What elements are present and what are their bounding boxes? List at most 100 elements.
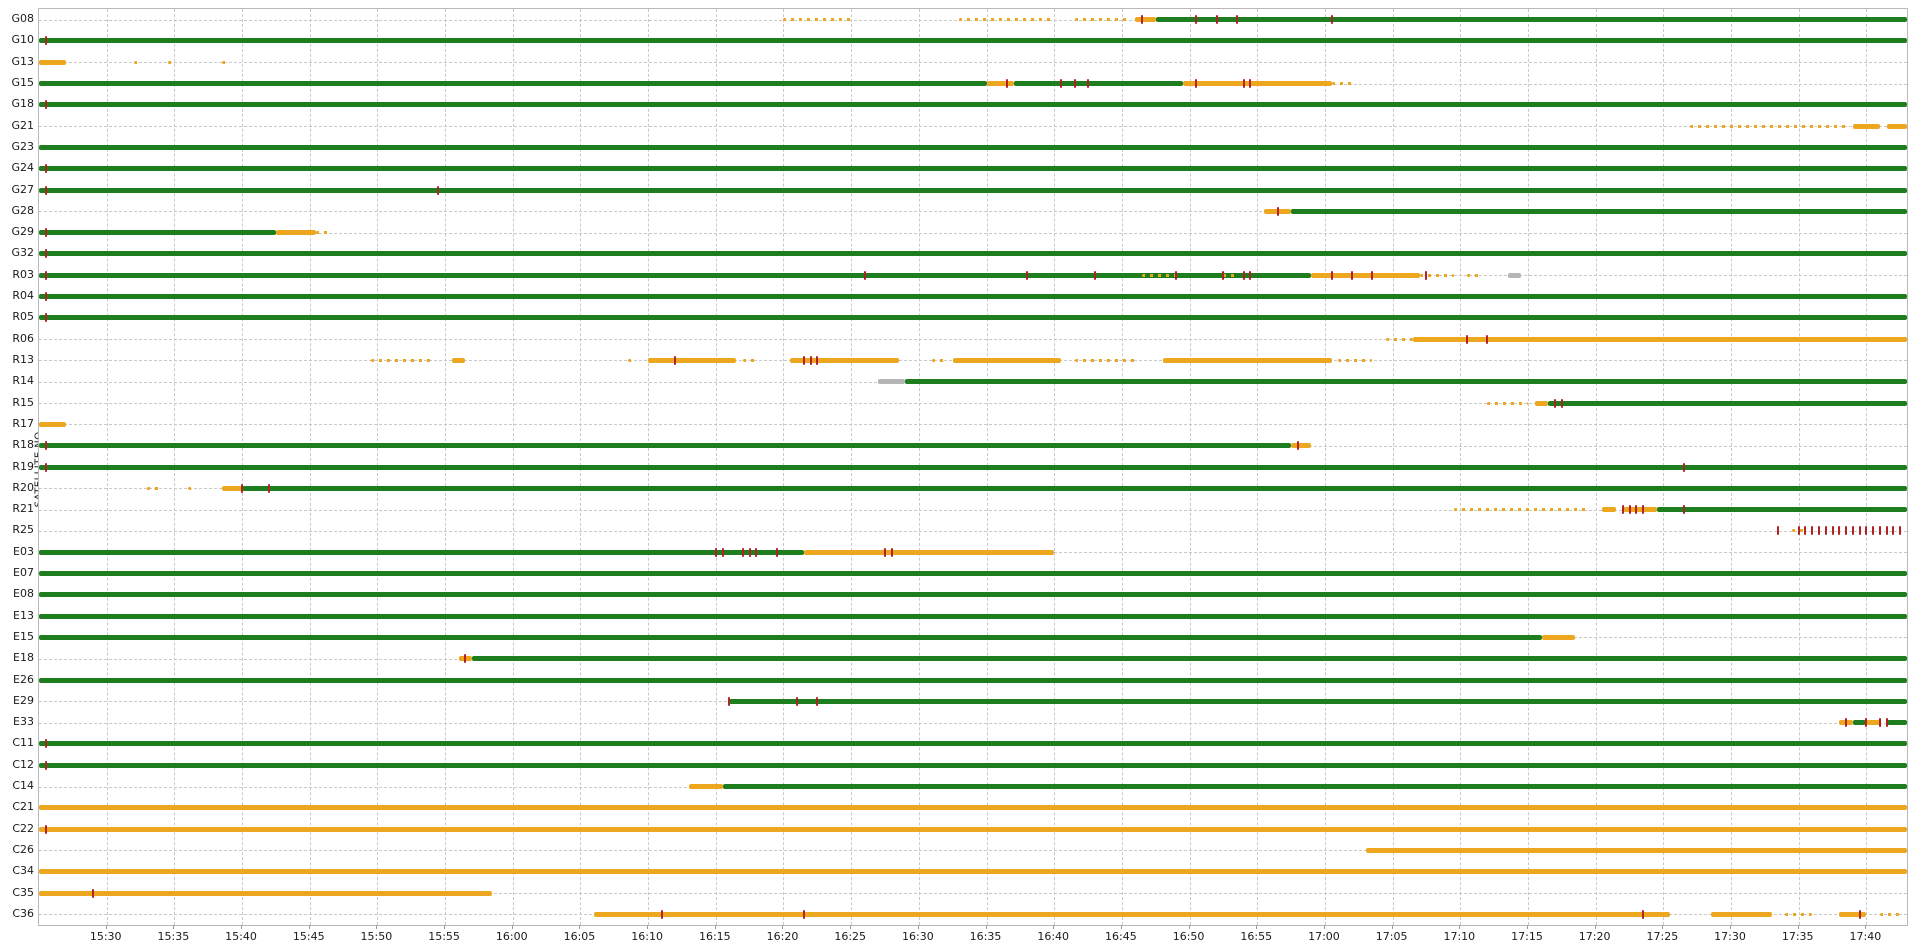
status-segment-warn — [742, 358, 757, 362]
status-segment-warn — [1331, 82, 1352, 86]
x-axis-tick — [1594, 925, 1596, 929]
row-label-E15: E15 — [13, 629, 34, 643]
event-tick — [44, 739, 47, 749]
row-gridline — [39, 850, 1907, 852]
status-segment-warn — [1412, 336, 1907, 342]
row-gridline — [39, 722, 1907, 724]
x-axis-tick — [1391, 925, 1393, 929]
event-tick — [1899, 526, 1902, 536]
event-tick — [44, 313, 47, 323]
x-axis-label: 17:35 — [1781, 930, 1814, 943]
row-label-G29: G29 — [11, 225, 34, 239]
row-label-E26: E26 — [13, 672, 34, 686]
status-segment-warn — [133, 60, 141, 64]
row-label-G24: G24 — [11, 161, 34, 175]
x-axis-label: 15:40 — [225, 930, 257, 943]
status-segment-good — [1656, 507, 1907, 513]
row-label-C34: C34 — [12, 864, 34, 878]
x-axis-label: 16:45 — [1105, 930, 1137, 943]
status-segment-good — [1013, 81, 1183, 87]
x-axis-tick — [647, 925, 649, 929]
event-tick — [1818, 526, 1820, 536]
status-segment-warn — [783, 18, 852, 22]
status-segment-warn — [187, 486, 195, 490]
x-axis-label: 17:30 — [1714, 930, 1746, 943]
status-segment-good — [39, 315, 1907, 321]
x-axis-tick — [1662, 925, 1664, 929]
event-tick — [241, 483, 244, 493]
x-axis-tick — [850, 925, 852, 929]
event-tick — [884, 547, 886, 557]
row-gridline — [39, 530, 1907, 532]
status-segment-warn — [1074, 358, 1136, 362]
status-segment-warn — [1622, 507, 1657, 513]
status-segment-good — [39, 762, 1907, 768]
event-tick — [1073, 79, 1076, 89]
status-segment-warn — [1338, 358, 1373, 362]
row-gridline — [39, 339, 1907, 341]
status-segment-good — [472, 656, 1907, 662]
event-tick — [816, 696, 819, 706]
status-segment-warn — [1852, 123, 1880, 129]
event-tick — [1560, 398, 1563, 408]
event-tick — [1635, 505, 1638, 515]
row-label-R03: R03 — [12, 267, 34, 281]
x-axis-tick — [1323, 925, 1325, 929]
row-label-E08: E08 — [13, 587, 34, 601]
event-tick — [268, 483, 271, 493]
status-segment-warn — [932, 358, 946, 362]
row-gridline — [39, 211, 1907, 213]
row-label-E13: E13 — [13, 608, 34, 622]
status-segment-warn — [790, 357, 899, 363]
event-tick — [1642, 505, 1645, 515]
event-tick — [1296, 441, 1299, 451]
status-segment-warn — [1690, 124, 1847, 128]
event-tick — [44, 164, 47, 174]
status-segment-warn — [451, 357, 466, 363]
x-axis-tick — [1120, 925, 1122, 929]
event-tick — [748, 547, 751, 557]
status-segment-warn — [39, 890, 493, 896]
event-tick — [1878, 718, 1881, 728]
x-axis-label: 17:05 — [1375, 930, 1408, 943]
x-axis-tick — [714, 925, 716, 929]
x-axis-tick — [917, 925, 919, 929]
row-label-G23: G23 — [11, 139, 34, 153]
status-segment-good — [39, 144, 1907, 150]
x-axis-tick — [1730, 925, 1732, 929]
x-axis-label: 15:45 — [292, 930, 325, 943]
row-label-R21: R21 — [12, 502, 34, 516]
status-segment-warn — [147, 486, 161, 490]
event-tick — [863, 270, 866, 280]
status-segment-warn — [1602, 507, 1616, 513]
status-segment-warn — [39, 421, 67, 427]
status-segment-warn — [1467, 273, 1481, 277]
event-tick — [1195, 79, 1198, 89]
event-tick — [1804, 526, 1807, 536]
status-segment-good — [1291, 208, 1907, 214]
x-axis-tick — [444, 925, 446, 929]
event-tick — [1215, 15, 1218, 25]
status-segment-warn — [1182, 81, 1332, 87]
status-segment-warn — [1839, 911, 1867, 917]
event-tick — [44, 36, 47, 46]
event-tick — [1851, 526, 1854, 536]
status-segment-good — [39, 102, 1907, 108]
row-gridline — [39, 62, 1907, 64]
status-segment-warn — [167, 60, 175, 64]
status-segment-warn — [39, 805, 1907, 811]
x-axis-label: 17:10 — [1443, 930, 1476, 943]
event-tick — [44, 100, 47, 110]
row-gridline — [39, 509, 1907, 511]
event-tick — [1242, 79, 1245, 89]
row-label-G10: G10 — [11, 33, 34, 47]
row-label-G13: G13 — [11, 54, 34, 68]
x-axis-tick — [1459, 925, 1461, 929]
status-segment-warn — [1710, 911, 1772, 917]
event-tick — [44, 462, 47, 472]
x-axis-tick — [1865, 925, 1867, 929]
status-segment-warn — [648, 357, 737, 363]
status-segment-warn — [1223, 273, 1237, 277]
event-tick — [1885, 526, 1888, 536]
